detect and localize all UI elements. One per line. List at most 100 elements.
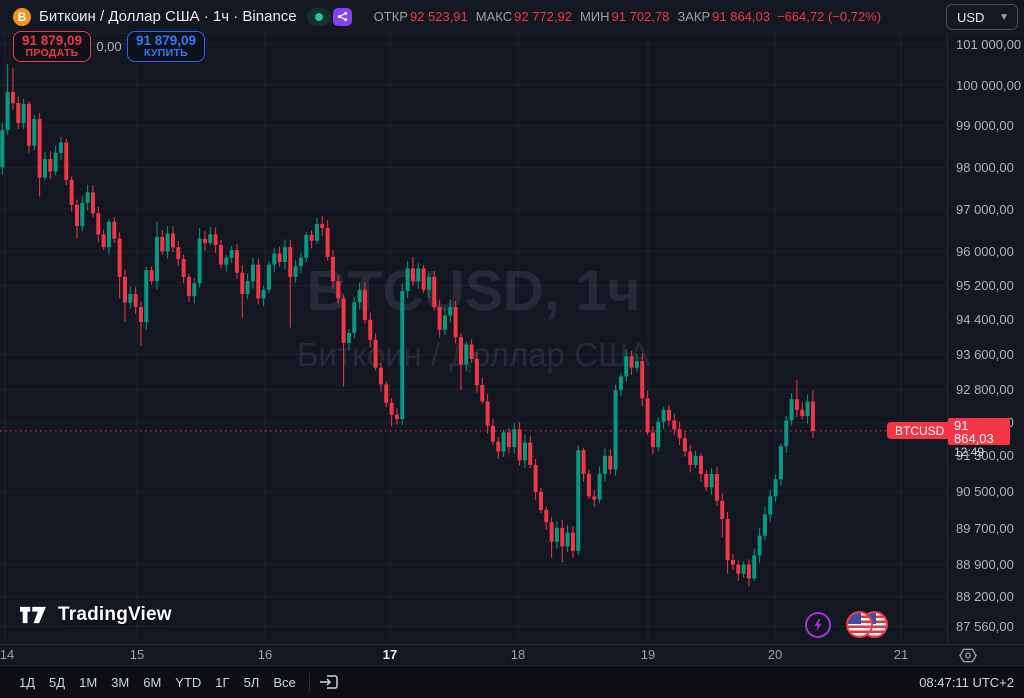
range-button-1д[interactable]: 1Д	[19, 674, 36, 690]
candle	[613, 390, 618, 470]
candle	[277, 253, 282, 263]
candle	[608, 455, 613, 470]
candle	[53, 152, 58, 172]
price-axis-label: 98 000,00	[956, 159, 1014, 175]
candle	[634, 361, 639, 368]
candle	[624, 356, 629, 377]
candle	[746, 564, 751, 579]
candle	[85, 192, 90, 203]
candle	[581, 450, 586, 474]
candle	[330, 256, 335, 282]
sell-button[interactable]: 91 879,09 ПРОДАТЬ	[13, 31, 91, 62]
price-axis-label: 101 000,00	[956, 36, 1022, 52]
candle	[725, 518, 730, 560]
candle	[293, 266, 298, 277]
tradingview-logo-text: TradingView	[58, 604, 172, 625]
candle	[490, 425, 495, 442]
buy-button[interactable]: 91 879,09 КУПИТЬ	[127, 31, 205, 62]
candle	[229, 250, 234, 258]
currency-selector-value: USD	[957, 9, 985, 25]
buy-label: КУПИТЬ	[143, 47, 189, 60]
range-button-1м[interactable]: 1М	[79, 674, 98, 690]
high-value: 92 772,92	[514, 9, 572, 24]
price-line-symbol-tag[interactable]: BTCUSD	[887, 422, 953, 440]
candle	[69, 179, 74, 205]
candle	[32, 118, 37, 146]
price-axis-label: 95 200,00	[956, 277, 1014, 293]
candle	[805, 401, 810, 417]
currency-selector[interactable]: USD ▼	[946, 4, 1018, 30]
candle	[341, 298, 346, 343]
candle	[714, 473, 719, 501]
candle	[602, 455, 607, 474]
time-axis-label: 19	[640, 647, 656, 662]
candle	[405, 268, 410, 292]
candle	[672, 420, 677, 430]
candle	[112, 221, 117, 239]
candle	[90, 192, 95, 214]
lightning-event-icon[interactable]	[805, 612, 831, 638]
last-price-box: 91 864,03 12:49	[948, 417, 1010, 458]
time-axis-label: 17	[382, 647, 398, 662]
candle	[122, 276, 127, 303]
us-flag-event-icon[interactable]	[846, 611, 873, 638]
range-button-5д[interactable]: 5Д	[49, 674, 66, 690]
tradingview-logo[interactable]: TradingView	[20, 604, 172, 626]
open-value: 92 523,91	[409, 9, 468, 24]
candle	[528, 442, 533, 465]
sell-label: ПРОДАТЬ	[25, 47, 79, 60]
share-icon	[332, 7, 352, 26]
candle	[458, 337, 463, 365]
tradingview-logo-icon	[20, 606, 46, 624]
close-value: 91 864,03	[712, 9, 770, 24]
range-button-6м[interactable]: 6М	[143, 674, 162, 690]
candle	[741, 564, 746, 574]
candle	[362, 289, 367, 320]
range-button-5л[interactable]: 5Л	[243, 674, 260, 690]
range-button-3м[interactable]: 3М	[111, 674, 130, 690]
candle	[245, 281, 250, 295]
range-button-все[interactable]: Все	[273, 674, 296, 690]
candle	[197, 238, 202, 284]
ohlc-row: ОТКР 92 523,91 МАКС 92 772,92 МИН 91 702…	[366, 9, 881, 24]
open-label: ОТКР	[373, 9, 408, 24]
price-axis-separator	[947, 34, 948, 665]
candle	[400, 291, 405, 420]
candle	[10, 91, 15, 103]
candle	[560, 528, 565, 547]
candle	[570, 532, 575, 551]
price-axis-label: 93 600,00	[956, 347, 1014, 363]
range-button-1г[interactable]: 1Г	[215, 674, 230, 690]
candle	[789, 399, 794, 421]
candle	[661, 409, 666, 422]
candle	[208, 234, 213, 243]
candle	[128, 294, 133, 303]
market-status-pill[interactable]	[306, 7, 352, 26]
time-axis[interactable]: 14 15 16 17 18 19 20 21	[0, 644, 1024, 665]
candle	[586, 473, 591, 497]
candle	[597, 473, 602, 500]
candle	[645, 398, 650, 433]
candle	[512, 429, 517, 448]
bitcoin-icon: B	[13, 7, 31, 26]
chart-canvas[interactable]	[0, 34, 1024, 644]
candle	[64, 142, 69, 180]
time-axis-label: 15	[129, 647, 145, 662]
candle	[368, 319, 373, 340]
high-label: МАКС	[475, 9, 513, 24]
candle	[762, 514, 767, 536]
candle	[357, 289, 362, 303]
price-axis-label: 92 800,00	[956, 382, 1014, 398]
candle	[810, 401, 815, 431]
range-button-ytd[interactable]: YTD	[175, 674, 202, 690]
candle	[336, 281, 341, 299]
go-to-date-icon[interactable]	[318, 672, 340, 692]
chevron-down-icon: ▼	[999, 11, 1009, 23]
candle	[282, 247, 287, 263]
price-scale-settings-gear-icon[interactable]	[958, 646, 978, 665]
candle	[554, 528, 559, 542]
candle	[218, 245, 223, 265]
session-clock: 08:47:11 UTC+2	[919, 674, 1014, 690]
candle	[213, 234, 218, 246]
price-axis-label: 97 000,00	[956, 201, 1014, 217]
